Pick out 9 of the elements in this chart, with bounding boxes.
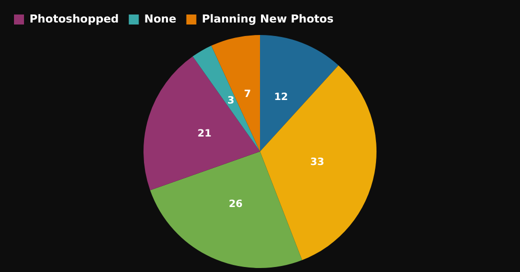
- data-label: 33: [310, 156, 324, 168]
- data-label: 26: [228, 199, 243, 210]
- legend-label: None: [144, 12, 176, 26]
- data-label: 12: [274, 92, 288, 103]
- legend-label: Photoshopped: [30, 12, 119, 26]
- data-label: 7: [244, 89, 252, 100]
- data-label: 21: [198, 128, 212, 140]
- data-label: 3: [227, 96, 234, 107]
- legend-label: Planning New Photos: [202, 12, 334, 26]
